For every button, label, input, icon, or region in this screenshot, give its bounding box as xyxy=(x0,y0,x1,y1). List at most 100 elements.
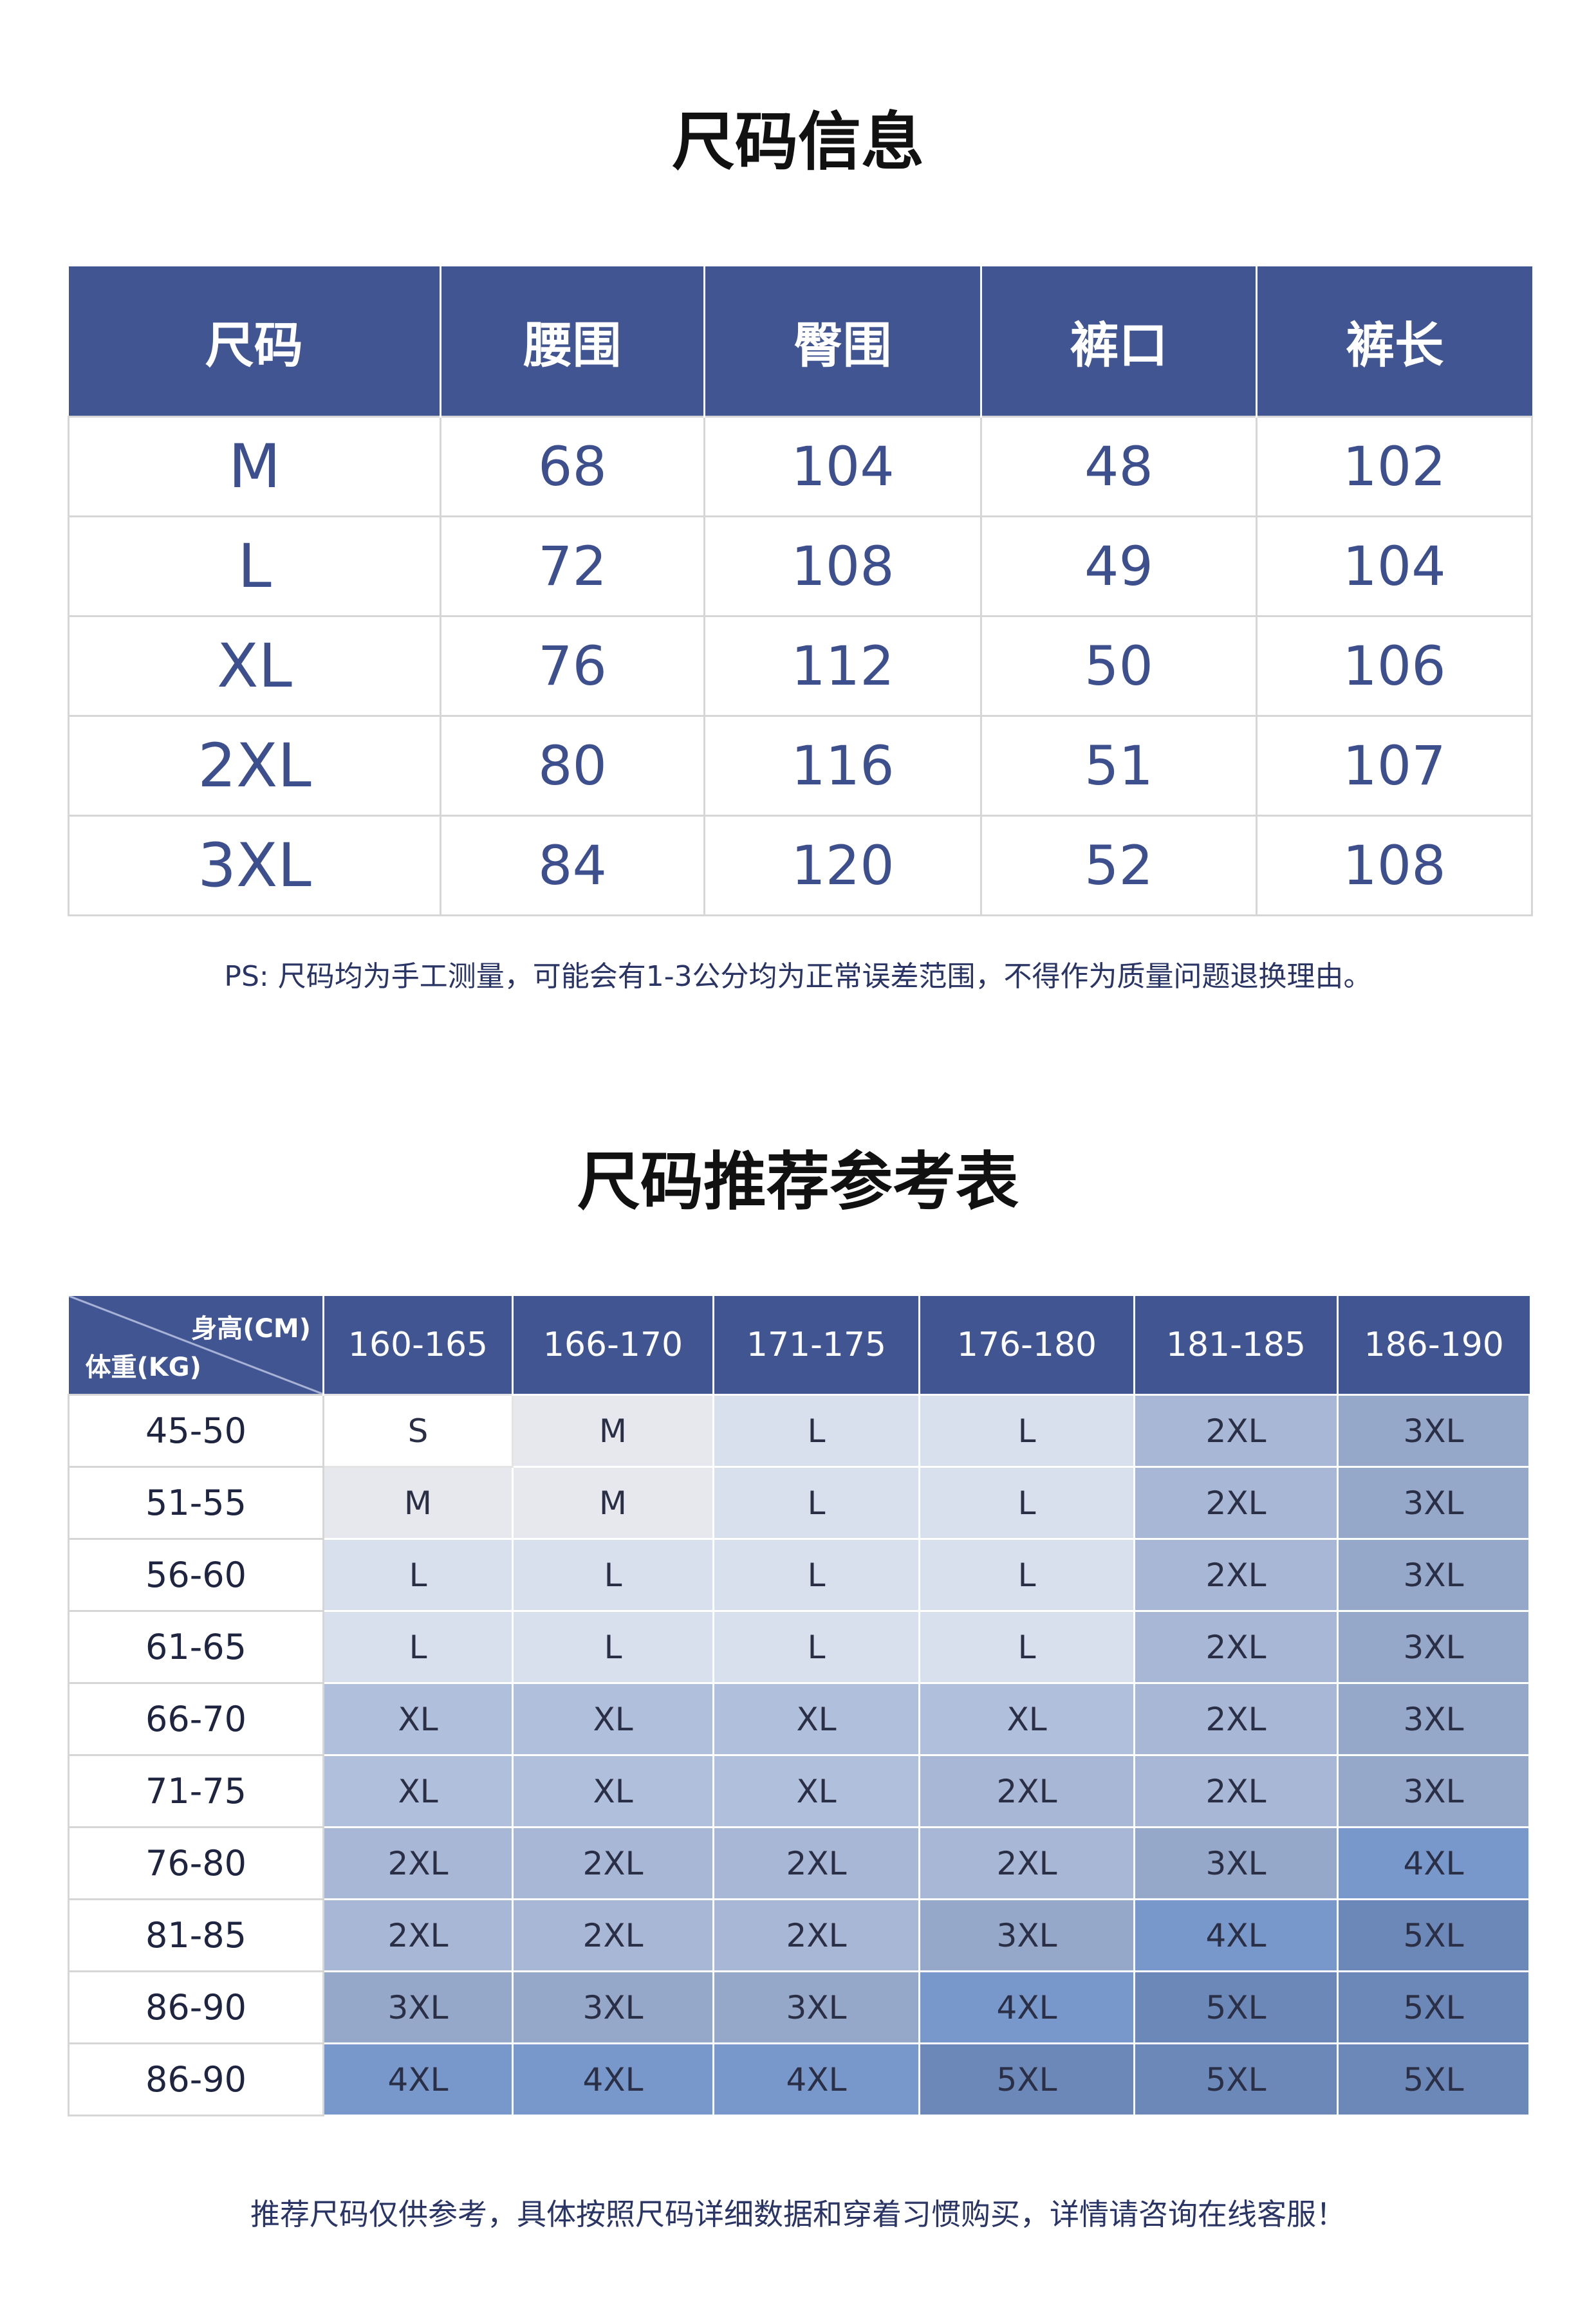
recommended-size-cell: 2XL xyxy=(1133,1538,1339,1612)
table-corner-cell: 身高(CM) 体重(KG) xyxy=(68,1296,324,1395)
measurement-note: PS: 尺码均为手工测量，可能会有1-3公分均为正常误差范围，不得作为质量问题退… xyxy=(224,960,1372,993)
recommended-size-cell: 3XL xyxy=(1337,1610,1530,1684)
recommended-size-cell: L xyxy=(712,1538,920,1612)
recommended-size-cell: L xyxy=(712,1466,920,1540)
measurement-cell: 106 xyxy=(1256,615,1533,717)
recommended-size-cell: 2XL xyxy=(1133,1754,1339,1828)
recommended-size-cell: 2XL xyxy=(1133,1610,1339,1684)
table-row: L 72 108 49 104 xyxy=(68,515,1533,617)
recommendation-title: 尺码推荐参考表 xyxy=(577,1145,1019,1219)
recommended-size-cell: XL xyxy=(918,1682,1135,1756)
height-range-header: 176-180 xyxy=(919,1296,1135,1395)
size-info-header-cell: 臀围 xyxy=(704,266,982,417)
recommended-size-cell: 2XL xyxy=(322,1826,514,1900)
recommended-size-cell: L xyxy=(322,1538,514,1612)
recommended-size-cell: 3XL xyxy=(1337,1394,1530,1468)
weight-range-cell: 86-90 xyxy=(68,1970,324,2044)
table-row: 56-60 L L L L 2XL 3XL xyxy=(68,1538,1530,1612)
recommended-size-cell: 4XL xyxy=(512,2042,714,2116)
recommended-size-cell: 2XL xyxy=(512,1826,714,1900)
recommended-size-cell: XL xyxy=(712,1754,920,1828)
size-info-header-cell: 裤口 xyxy=(981,266,1257,417)
recommended-size-cell: M xyxy=(322,1466,514,1540)
table-row: 76-80 2XL 2XL 2XL 2XL 3XL 4XL xyxy=(68,1826,1530,1900)
recommended-size-cell: M xyxy=(512,1466,714,1540)
measurement-cell: 120 xyxy=(703,815,982,916)
recommended-size-cell: L xyxy=(918,1466,1135,1540)
size-label-cell: XL xyxy=(68,615,441,717)
measurement-cell: 104 xyxy=(1256,515,1533,617)
recommendation-note: 推荐尺码仅供参考，具体按照尺码详细数据和穿着习惯购买，详情请咨询在线客服！ xyxy=(250,2197,1346,2232)
recommended-size-cell: L xyxy=(918,1610,1135,1684)
weight-range-cell: 71-75 xyxy=(68,1754,324,1828)
recommended-size-cell: 5XL xyxy=(1133,2042,1339,2116)
recommended-size-cell: 5XL xyxy=(918,2042,1135,2116)
recommended-size-cell: L xyxy=(918,1394,1135,1468)
weight-range-cell: 81-85 xyxy=(68,1898,324,1972)
measurement-cell: 51 xyxy=(980,715,1257,817)
recommended-size-cell: L xyxy=(712,1610,920,1684)
weight-range-cell: 51-55 xyxy=(68,1466,324,1540)
size-label-cell: M xyxy=(68,416,441,517)
recommended-size-cell: XL xyxy=(322,1754,514,1828)
weight-range-cell: 76-80 xyxy=(68,1826,324,1900)
size-info-table: 尺码 腰围 臀围 裤口 裤长 M 68 104 48 102 L 72 108 49 104 XL 76 112… xyxy=(68,266,1533,916)
measurement-cell: 104 xyxy=(703,416,982,517)
recommended-size-cell: 4XL xyxy=(1133,1898,1339,1972)
height-range-header: 186-190 xyxy=(1337,1296,1530,1395)
table-row: XL 76 112 50 106 xyxy=(68,615,1533,717)
table-row: M 68 104 48 102 xyxy=(68,416,1533,517)
height-range-header: 171-175 xyxy=(713,1296,920,1395)
measurement-cell: 50 xyxy=(980,615,1257,717)
measurement-cell: 84 xyxy=(440,815,705,916)
table-row: 66-70 XL XL XL XL 2XL 3XL xyxy=(68,1682,1530,1756)
recommended-size-cell: XL xyxy=(712,1682,920,1756)
recommended-size-cell: 2XL xyxy=(512,1898,714,1972)
recommended-size-cell: 3XL xyxy=(1337,1682,1530,1756)
size-label-cell: 2XL xyxy=(68,715,441,817)
recommended-size-cell: 5XL xyxy=(1337,2042,1530,2116)
weight-range-cell: 45-50 xyxy=(68,1394,324,1468)
measurement-cell: 116 xyxy=(703,715,982,817)
recommended-size-cell: 4XL xyxy=(1337,1826,1530,1900)
height-range-header: 166-170 xyxy=(512,1296,714,1395)
measurement-cell: 68 xyxy=(440,416,705,517)
size-info-header-row: 尺码 腰围 臀围 裤口 裤长 xyxy=(68,266,1532,417)
measurement-cell: 76 xyxy=(440,615,705,717)
weight-axis-label: 体重(KG) xyxy=(85,1353,201,1382)
size-info-header-cell: 腰围 xyxy=(440,266,705,417)
table-row: 86-90 4XL 4XL 4XL 5XL 5XL 5XL xyxy=(68,2042,1530,2116)
recommended-size-cell: 5XL xyxy=(1337,1898,1530,1972)
recommended-size-cell: L xyxy=(918,1538,1135,1612)
recommended-size-cell: 3XL xyxy=(1337,1538,1530,1612)
table-row: 61-65 L L L L 2XL 3XL xyxy=(68,1610,1530,1684)
recommended-size-cell: 5XL xyxy=(1133,1970,1339,2044)
recommended-size-cell: 2XL xyxy=(918,1754,1135,1828)
measurement-cell: 107 xyxy=(1256,715,1533,817)
measurement-cell: 48 xyxy=(980,416,1257,517)
weight-range-cell: 86-90 xyxy=(68,2042,324,2116)
recommended-size-cell: 2XL xyxy=(712,1898,920,1972)
table-row: 71-75 XL XL XL 2XL 2XL 3XL xyxy=(68,1754,1530,1828)
recommended-size-cell: 3XL xyxy=(512,1970,714,2044)
size-info-title: 尺码信息 xyxy=(671,106,924,179)
size-label-cell: 3XL xyxy=(68,815,441,916)
weight-range-cell: 66-70 xyxy=(68,1682,324,1756)
size-recommendation-table: 身高(CM) 体重(KG) 160-165 166-170 171-175 176-1… xyxy=(68,1296,1530,2116)
table-row: 3XL 84 120 52 108 xyxy=(68,815,1533,916)
recommended-size-cell: 4XL xyxy=(322,2042,514,2116)
recommended-size-cell: 2XL xyxy=(1133,1466,1339,1540)
recommended-size-cell: L xyxy=(512,1538,714,1612)
recommended-size-cell: 2XL xyxy=(322,1898,514,1972)
measurement-cell: 108 xyxy=(703,515,982,617)
recommended-size-cell: L xyxy=(512,1610,714,1684)
measurement-cell: 102 xyxy=(1256,416,1533,517)
table-row: 51-55 M M L L 2XL 3XL xyxy=(68,1466,1530,1540)
table-row: 86-90 3XL 3XL 3XL 4XL 5XL 5XL xyxy=(68,1970,1530,2044)
recommended-size-cell: 4XL xyxy=(712,2042,920,2116)
measurement-cell: 52 xyxy=(980,815,1257,916)
height-range-header: 160-165 xyxy=(323,1296,514,1395)
table-row: 81-85 2XL 2XL 2XL 3XL 4XL 5XL xyxy=(68,1898,1530,1972)
size-label-cell: L xyxy=(68,515,441,617)
height-axis-label: 身高(CM) xyxy=(191,1314,311,1344)
